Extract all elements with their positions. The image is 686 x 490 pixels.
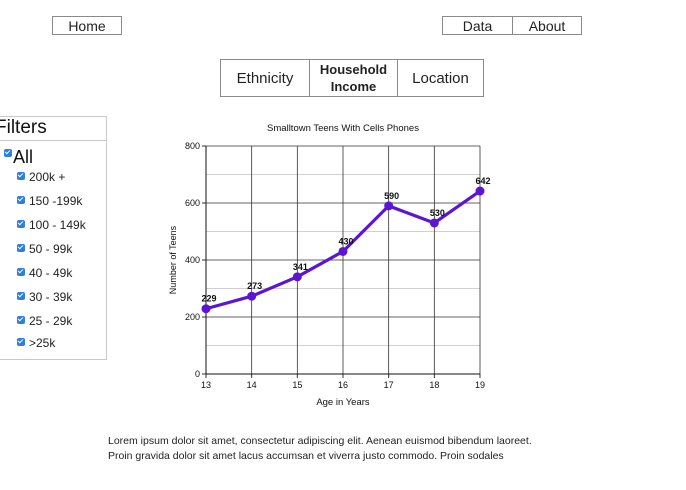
tab-household-label-line1: Household bbox=[319, 62, 388, 77]
data-point bbox=[429, 218, 439, 228]
data-label: 341 bbox=[293, 262, 308, 272]
y-tick-label: 200 bbox=[185, 312, 200, 322]
x-tick-label: 14 bbox=[247, 380, 257, 390]
data-label: 430 bbox=[338, 236, 353, 246]
body-text-line: Proin gravida dolor sit amet lacus accum… bbox=[108, 450, 504, 462]
filter-label: 25 - 29k bbox=[29, 314, 73, 328]
x-tick-label: 18 bbox=[429, 380, 439, 390]
y-axis-label: Number of Teens bbox=[168, 225, 178, 294]
data-label: 229 bbox=[201, 294, 216, 304]
filter-label: >25k bbox=[29, 336, 56, 350]
data-label: 273 bbox=[247, 281, 262, 291]
body-text-line: Lorem ipsum dolor sit amet, consectetur … bbox=[108, 435, 532, 447]
filter-checkbox[interactable] bbox=[17, 244, 25, 252]
x-tick-label: 13 bbox=[201, 380, 211, 390]
filter-label: 100 - 149k bbox=[29, 218, 86, 232]
filter-label: 40 - 49k bbox=[29, 266, 73, 280]
data-point bbox=[475, 186, 485, 196]
filters-divider bbox=[0, 140, 106, 141]
x-axis-label: Age in Years bbox=[316, 397, 370, 408]
home-button[interactable]: Home bbox=[52, 16, 122, 35]
data-point bbox=[338, 246, 348, 256]
filters-panel: Filters All 200k + 150 -199k 100 - 149k … bbox=[0, 116, 107, 360]
filter-checkbox[interactable] bbox=[17, 220, 25, 228]
x-tick-label: 17 bbox=[384, 380, 394, 390]
filter-all-label: All bbox=[13, 147, 34, 167]
filter-checkbox[interactable] bbox=[17, 172, 25, 180]
category-tabs: Ethnicity Household Income Location bbox=[220, 59, 484, 97]
y-tick-label: 0 bbox=[195, 369, 200, 379]
filters-title: Filters bbox=[0, 117, 47, 138]
filter-checkbox[interactable] bbox=[17, 268, 25, 276]
data-point bbox=[292, 272, 302, 282]
filter-label: 200k + bbox=[29, 170, 66, 184]
filter-checkbox[interactable] bbox=[17, 316, 25, 324]
y-tick-label: 600 bbox=[185, 198, 200, 208]
x-tick-label: 19 bbox=[475, 380, 485, 390]
data-label: 590 bbox=[384, 191, 399, 201]
tab-household-label-line2: Income bbox=[330, 79, 377, 94]
chart-title: Smalltown Teens With Cells Phones bbox=[267, 123, 419, 134]
data-point bbox=[384, 201, 394, 211]
body-text: Lorem ipsum dolor sit amet, consectetur … bbox=[108, 434, 608, 464]
data-point bbox=[201, 304, 211, 314]
line-chart: 0 200 400 600 800 13 14 15 16 17 18 19 Smalltown Tee… bbox=[168, 123, 491, 408]
filter-label: 150 -199k bbox=[29, 194, 83, 208]
tab-location-label: Location bbox=[412, 69, 469, 87]
x-tick-label: 15 bbox=[292, 380, 302, 390]
filter-all-checkbox[interactable] bbox=[4, 149, 12, 157]
filter-checkbox[interactable] bbox=[17, 338, 25, 346]
data-label: 530 bbox=[430, 208, 445, 218]
filter-checkbox[interactable] bbox=[17, 196, 25, 204]
tab-household-income[interactable]: Household Income bbox=[309, 60, 397, 96]
data-point bbox=[247, 291, 257, 301]
filter-label: 30 - 39k bbox=[29, 290, 73, 304]
filter-label: 50 - 99k bbox=[29, 242, 73, 256]
y-tick-label: 400 bbox=[185, 255, 200, 265]
x-tick-label: 16 bbox=[338, 380, 348, 390]
data-button[interactable]: Data bbox=[442, 16, 513, 35]
y-tick-label: 800 bbox=[185, 141, 200, 151]
tab-ethnicity-label: Ethnicity bbox=[236, 69, 294, 87]
about-button[interactable]: About bbox=[512, 16, 582, 35]
data-label: 642 bbox=[475, 176, 490, 186]
tab-ethnicity[interactable]: Ethnicity bbox=[221, 60, 309, 96]
filter-checkbox[interactable] bbox=[17, 292, 25, 300]
tab-location[interactable]: Location bbox=[397, 60, 483, 96]
